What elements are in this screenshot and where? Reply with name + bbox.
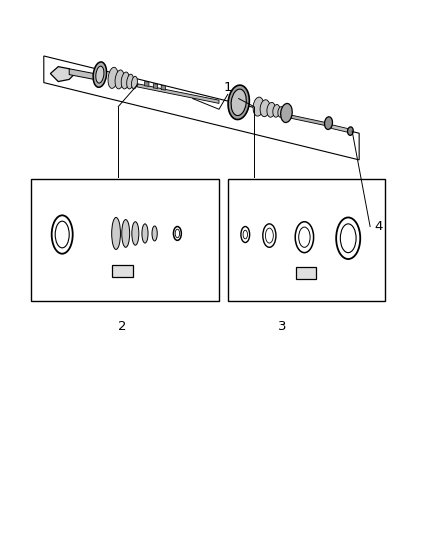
Ellipse shape [325,117,332,130]
Ellipse shape [278,107,284,117]
Ellipse shape [267,102,276,117]
Polygon shape [50,67,74,82]
Text: 1: 1 [223,82,232,94]
Ellipse shape [132,222,139,245]
Ellipse shape [122,220,130,247]
FancyBboxPatch shape [112,265,133,277]
Polygon shape [69,69,94,79]
Ellipse shape [228,85,249,119]
Ellipse shape [273,104,280,117]
Polygon shape [291,115,326,126]
Ellipse shape [142,224,148,243]
Ellipse shape [112,217,120,249]
Ellipse shape [127,74,134,89]
Ellipse shape [115,70,124,89]
Polygon shape [137,84,219,103]
Bar [228,179,385,301]
Ellipse shape [253,97,264,116]
Polygon shape [153,84,158,88]
Polygon shape [161,85,166,90]
Ellipse shape [347,127,353,135]
Ellipse shape [93,62,106,87]
Ellipse shape [131,76,138,89]
Text: 3: 3 [278,320,287,333]
Text: 2: 2 [118,320,127,333]
Ellipse shape [260,100,270,117]
FancyBboxPatch shape [296,267,316,279]
Text: 4: 4 [374,220,383,233]
Polygon shape [332,125,349,132]
Ellipse shape [108,67,118,88]
Ellipse shape [281,103,292,123]
Ellipse shape [231,89,246,116]
Ellipse shape [96,66,104,83]
Bar [31,179,219,301]
Ellipse shape [121,72,129,89]
Ellipse shape [152,226,157,241]
Polygon shape [145,82,149,86]
